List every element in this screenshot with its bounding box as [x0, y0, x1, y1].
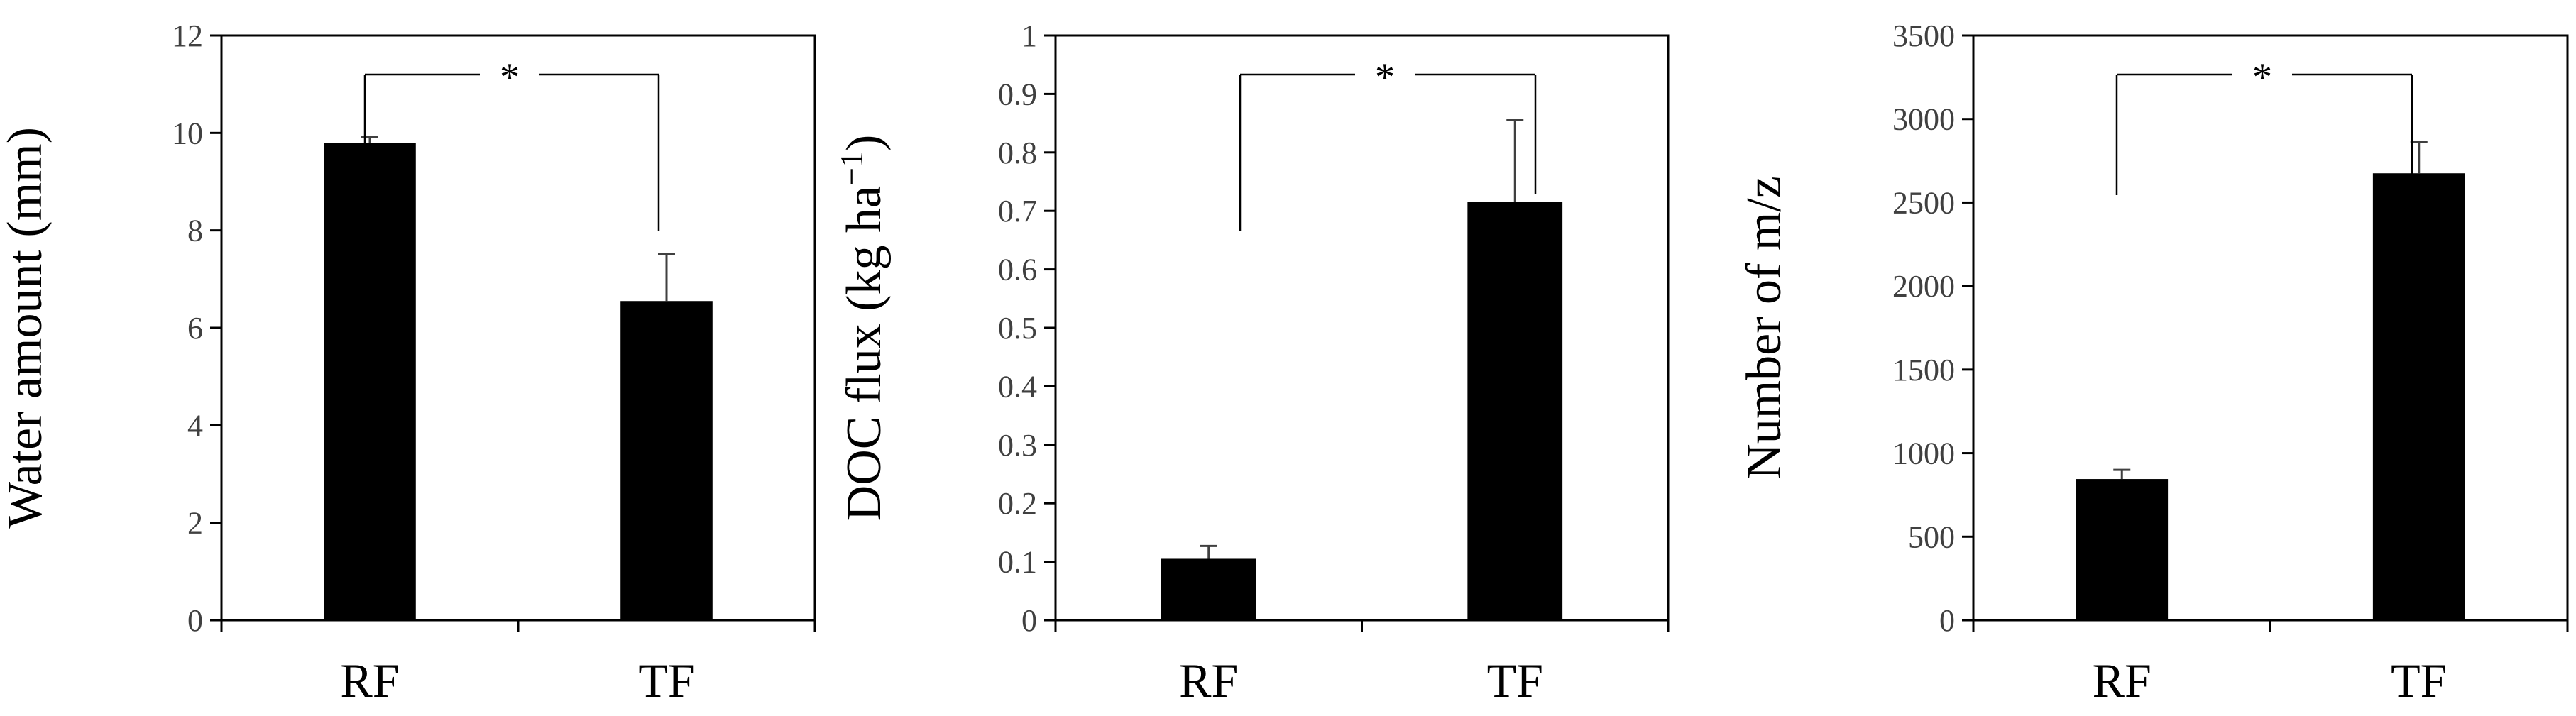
y-axis-label: Number of m/z	[1737, 176, 1792, 480]
significance-star: *	[500, 55, 520, 99]
y-tick-label: 0.7	[998, 194, 1037, 228]
bar-rf	[1161, 558, 1256, 620]
x-category-label: RF	[1179, 654, 1238, 707]
y-tick-label: 0.2	[998, 486, 1037, 521]
x-category-label: RF	[2093, 654, 2152, 707]
y-tick-label: 0.9	[998, 77, 1037, 111]
plot-frame	[220, 34, 816, 622]
y-tick-label: 0.5	[998, 311, 1037, 346]
chart-panel-3: 0 500 1000 1500 2000 2500 3000 3500 RF TF * Number …	[1737, 18, 2569, 707]
y-tick-label: 3500	[1892, 18, 1955, 53]
y-tick-label: 500	[1908, 519, 1955, 554]
plot-frame	[1054, 34, 1670, 622]
x-category-label: TF	[638, 654, 694, 707]
x-category-label: TF	[1487, 654, 1543, 707]
y-axis-label-superscript: −1	[833, 151, 870, 186]
bar-rf	[324, 143, 416, 621]
y-tick-label: 1500	[1892, 353, 1955, 387]
y-tick-label: 1	[1021, 18, 1037, 53]
bar-rf	[2076, 479, 2169, 620]
x-category-label: RF	[340, 654, 399, 707]
significance-star: *	[2252, 55, 2272, 99]
chart-panel-2: 0 0.1 0.2 0.3 0.4 0.5 0.6 0.7 0.8 0.9 1 RF TF * DOC fl…	[833, 18, 1670, 707]
y-axis-label: DOC flux (kg ha−1)	[833, 135, 892, 522]
y-tick-label: 8	[187, 214, 203, 248]
y-tick-label: 0.1	[998, 545, 1037, 580]
y-tick-label: 4	[187, 408, 203, 443]
plot-frame	[1972, 34, 2569, 622]
bar-tf	[2372, 173, 2465, 620]
y-tick-label: 0.8	[998, 136, 1037, 170]
y-tick-label: 0.3	[998, 428, 1037, 463]
chart-panel-1: 0 2 4 6 8 10 12 RF TF * Water amount (mm)	[0, 18, 816, 707]
y-axis-label: Water amount (mm)	[0, 127, 53, 529]
y-tick-label: 0	[1021, 603, 1037, 638]
y-tick-label: 2500	[1892, 185, 1955, 220]
y-tick-label: 0.4	[998, 369, 1037, 404]
y-tick-label: 2000	[1892, 269, 1955, 304]
y-tick-label: 0	[1939, 603, 1955, 638]
y-axis-label-end: )	[837, 135, 892, 151]
y-tick-label: 0	[187, 603, 203, 638]
y-tick-label: 10	[172, 116, 203, 150]
significance-star: *	[1375, 55, 1395, 99]
y-tick-label: 1000	[1892, 436, 1955, 471]
y-tick-label: 3000	[1892, 102, 1955, 137]
y-tick-label: 6	[187, 311, 203, 346]
bar-tf	[620, 301, 713, 620]
y-tick-label: 0.6	[998, 253, 1037, 287]
x-category-label: TF	[2391, 654, 2447, 707]
y-tick-label: 12	[172, 18, 203, 53]
y-tick-label: 2	[187, 506, 203, 541]
bar-tf	[1467, 202, 1563, 621]
